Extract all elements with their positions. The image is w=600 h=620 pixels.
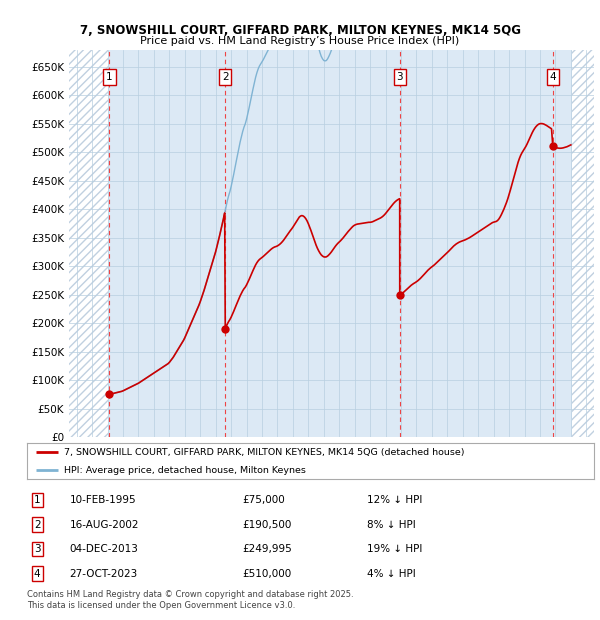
Text: £249,995: £249,995	[242, 544, 292, 554]
Text: 8% ↓ HPI: 8% ↓ HPI	[367, 520, 416, 529]
Text: 3: 3	[397, 72, 403, 82]
Text: 1: 1	[106, 72, 113, 82]
Text: 19% ↓ HPI: 19% ↓ HPI	[367, 544, 422, 554]
Text: HPI: Average price, detached house, Milton Keynes: HPI: Average price, detached house, Milt…	[64, 466, 306, 474]
Text: 4% ↓ HPI: 4% ↓ HPI	[367, 569, 416, 578]
Text: 1: 1	[34, 495, 41, 505]
Text: 3: 3	[34, 544, 41, 554]
Text: 2: 2	[222, 72, 229, 82]
Text: 7, SNOWSHILL COURT, GIFFARD PARK, MILTON KEYNES, MK14 5QG (detached house): 7, SNOWSHILL COURT, GIFFARD PARK, MILTON…	[64, 448, 464, 456]
Text: £190,500: £190,500	[242, 520, 292, 529]
Text: £510,000: £510,000	[242, 569, 292, 578]
Text: Contains HM Land Registry data © Crown copyright and database right 2025.
This d: Contains HM Land Registry data © Crown c…	[27, 590, 353, 609]
Text: 10-FEB-1995: 10-FEB-1995	[70, 495, 136, 505]
Text: 27-OCT-2023: 27-OCT-2023	[70, 569, 138, 578]
Text: 12% ↓ HPI: 12% ↓ HPI	[367, 495, 422, 505]
Bar	[69, 50, 107, 437]
Text: 2: 2	[34, 520, 41, 529]
Text: 04-DEC-2013: 04-DEC-2013	[70, 544, 139, 554]
Text: 7, SNOWSHILL COURT, GIFFARD PARK, MILTON KEYNES, MK14 5QG: 7, SNOWSHILL COURT, GIFFARD PARK, MILTON…	[79, 24, 521, 37]
Text: Price paid vs. HM Land Registry’s House Price Index (HPI): Price paid vs. HM Land Registry’s House …	[140, 36, 460, 46]
Text: 16-AUG-2002: 16-AUG-2002	[70, 520, 139, 529]
Bar	[572, 50, 594, 437]
Text: £75,000: £75,000	[242, 495, 285, 505]
Text: 4: 4	[34, 569, 41, 578]
Text: 4: 4	[550, 72, 556, 82]
